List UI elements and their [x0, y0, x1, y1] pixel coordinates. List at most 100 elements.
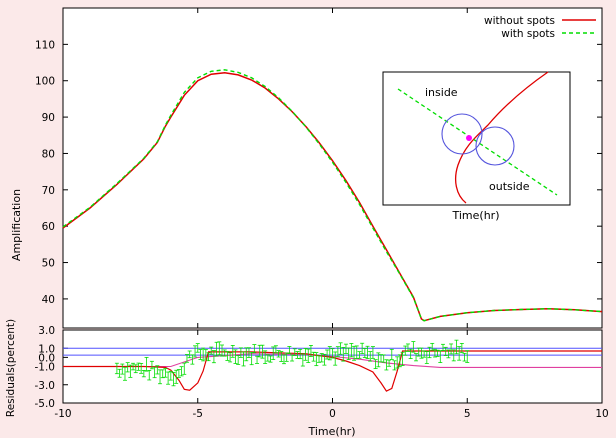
residual-y-tick-label: 0.0	[38, 352, 55, 364]
residual-with-spots-point	[149, 360, 154, 370]
residual-with-spots-point	[370, 346, 375, 359]
residual-with-spots-point	[263, 350, 268, 364]
x-tick-label: -5	[193, 408, 203, 420]
residual-with-spots-point	[306, 348, 311, 363]
residual-with-spots-point	[300, 353, 305, 367]
residual-with-spots-point	[462, 352, 467, 362]
inset-frame	[382, 71, 571, 206]
residual-with-spots-point	[389, 348, 394, 360]
residual-y-tick-label: -5.0	[35, 398, 56, 410]
residual-with-spots-point	[238, 347, 243, 358]
main-y-axis: 40 50 60 70 80 90 100 110	[35, 8, 603, 328]
legend: without spots with spots	[484, 15, 596, 40]
residual-with-spots-point	[335, 346, 340, 358]
residual-with-spots-point	[357, 351, 362, 359]
residual-with-spots-point	[446, 349, 451, 359]
residual-with-spots-point	[308, 344, 313, 357]
residual-with-spots-point	[179, 366, 184, 377]
residual-with-spots-point	[341, 346, 346, 362]
residual-with-spots-point	[397, 354, 402, 368]
residual-with-spots-point	[166, 371, 171, 385]
inset-source-track	[397, 88, 558, 196]
residual-with-spots-point	[163, 368, 168, 378]
residual-with-spots-point	[435, 349, 440, 357]
residual-with-spots-point	[403, 345, 408, 356]
residual-with-spots-point	[122, 366, 127, 381]
residual-with-spots-point	[198, 349, 203, 360]
residual-with-spots-point	[217, 341, 222, 356]
residual-with-spots-point	[443, 346, 448, 356]
residual-with-spots-point	[265, 354, 270, 362]
residual-with-spots-point	[228, 352, 233, 363]
residual-with-spots-point	[206, 352, 211, 362]
residual-with-spots-point	[284, 352, 289, 362]
x-axis-label: Time(hr)	[308, 425, 356, 438]
residual-with-spots-point	[298, 348, 303, 360]
residual-with-spots-point	[465, 350, 470, 363]
residual-with-spots-point	[322, 353, 327, 366]
residual-with-spots-point	[230, 345, 235, 358]
residual-with-spots-point	[174, 369, 179, 384]
residual-with-spots-point	[365, 345, 370, 359]
residual-y-tick-label: 1.0	[38, 343, 55, 355]
residual-with-spots-point	[241, 351, 246, 367]
residual-with-spots-point	[246, 347, 251, 358]
residual-curves	[63, 339, 602, 392]
inset-label-inside: inside	[425, 86, 458, 99]
residual-with-spots-point	[290, 354, 295, 362]
residual-with-spots-point	[255, 355, 260, 364]
residual-with-spots-point	[144, 356, 149, 372]
residual-with-spots-point	[427, 346, 432, 359]
residual-with-spots-point	[236, 355, 241, 365]
residual-with-spots-point	[176, 369, 181, 378]
residual-with-spots-point	[373, 359, 378, 370]
residual-with-spots-point	[414, 353, 419, 362]
x-tick-label: -10	[54, 408, 71, 420]
residual-with-spots-point	[271, 346, 276, 360]
residual-with-spots-point	[430, 342, 435, 351]
residual-with-spots-point	[281, 354, 286, 365]
x-tick-label: 5	[464, 408, 471, 420]
residual-with-spots-point	[327, 346, 332, 361]
residual-with-spots-point	[260, 344, 265, 359]
residual-with-spots-point	[449, 343, 454, 355]
x-tick-label: 10	[595, 408, 608, 420]
residual-with-spots-point	[152, 366, 157, 379]
residual-with-spots-point	[343, 343, 348, 354]
inset-spot-circle-inside	[441, 113, 483, 155]
residual-with-spots-point	[214, 341, 219, 357]
x-axis: -10 -5 0 5 10	[54, 330, 609, 420]
residual-y-tick-label: -3.0	[35, 380, 56, 392]
residual-with-spots-point	[319, 353, 324, 363]
residual-with-spots-point	[325, 349, 330, 360]
residual-with-spots-point	[193, 345, 198, 358]
inset-label-outside: outside	[489, 180, 530, 193]
residual-with-spots-point	[457, 346, 462, 361]
residual-with-spots-point	[392, 360, 397, 371]
residual-with-spots-point	[128, 364, 133, 378]
residual-with-spots-point	[139, 363, 144, 374]
residual-with-spots-point	[195, 343, 200, 353]
residual-with-spots-point	[117, 368, 122, 378]
residual-y-axis: 3.0 1.00.0-1.0 -3.0 -5.0	[35, 325, 68, 410]
residual-with-spots-point	[203, 349, 208, 360]
residual-with-spots-point	[338, 342, 343, 355]
residual-with-spots-point	[376, 352, 381, 368]
residual-with-spots-point	[279, 351, 284, 362]
residual-panel: 3.0 1.00.0-1.0 -3.0 -5.0 Residuals(percent)	[5, 319, 603, 417]
residual-with-spots-point	[252, 344, 257, 354]
main-y-tick-label: 60	[42, 221, 55, 233]
residual-with-spots-point	[422, 350, 427, 358]
main-y-tick-label: 110	[35, 39, 55, 51]
residual-with-spots-point	[155, 365, 160, 375]
residual-with-spots-point	[273, 345, 278, 354]
x-tick-label: 0	[329, 408, 336, 420]
residual-with-spots-point	[120, 363, 125, 375]
residual-with-spots-point	[440, 343, 445, 351]
main-y-tick-label: 80	[42, 148, 55, 160]
residual-with-spots-point	[381, 354, 386, 363]
residual-with-spots-point	[387, 359, 392, 367]
residual-with-spots-point	[432, 348, 437, 358]
residual-with-spots-point	[160, 369, 165, 379]
